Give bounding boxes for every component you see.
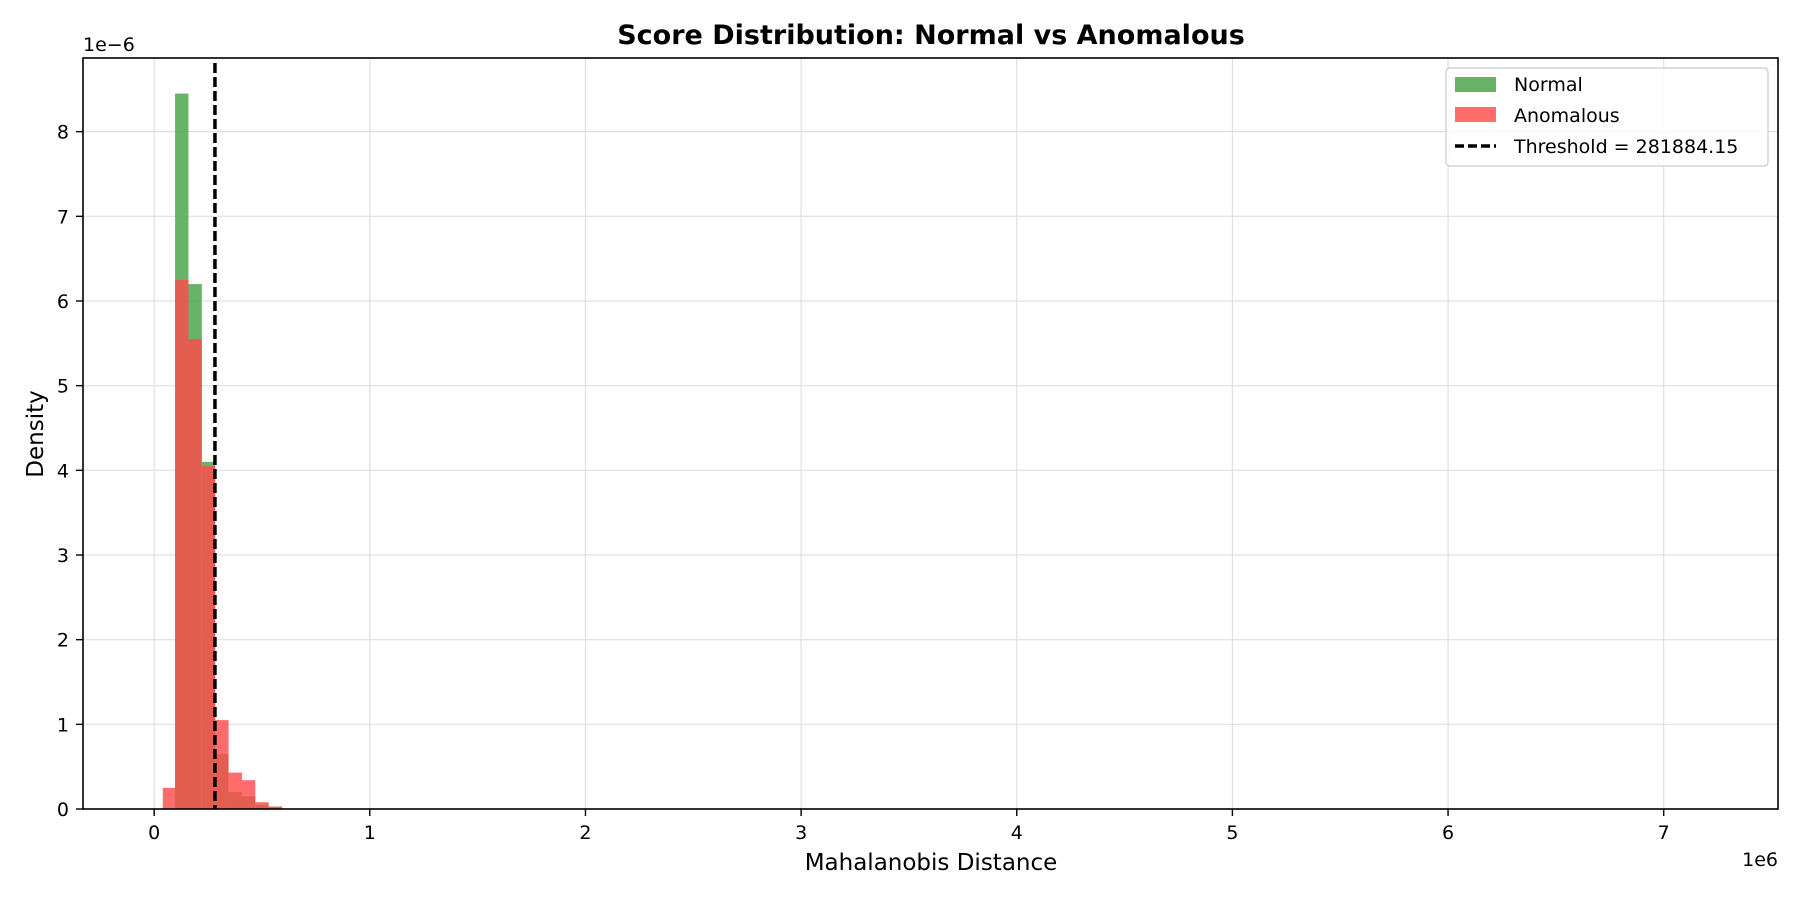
legend-label-anomalous: Anomalous bbox=[1514, 105, 1620, 127]
legend-label-threshold: Threshold = 281884.15 bbox=[1513, 136, 1738, 158]
y-tick-label: 3 bbox=[57, 545, 69, 567]
y-axis-title: Density bbox=[23, 390, 49, 477]
y-tick-label: 6 bbox=[57, 291, 69, 313]
bar-anomalous bbox=[268, 806, 283, 809]
x-tick-label: 6 bbox=[1442, 822, 1454, 844]
legend-swatch-normal bbox=[1455, 77, 1496, 92]
legend-box bbox=[1445, 67, 1769, 167]
bar-anomalous bbox=[201, 466, 216, 809]
legend: Normal Anomalous Threshold = 281884.15 bbox=[1445, 67, 1769, 167]
bar-anomalous bbox=[188, 339, 202, 809]
x-axis-scale-label: 1e6 bbox=[1742, 849, 1778, 871]
axes-layer: 0 1 2 3 4 5 6 7 0 1 2 3 4 5 6 7 8 bbox=[57, 122, 1670, 844]
y-tick-label: 2 bbox=[57, 630, 69, 652]
y-tick-label: 4 bbox=[57, 460, 69, 482]
y-tick-label: 7 bbox=[57, 206, 69, 228]
y-tick-label: 1 bbox=[57, 714, 69, 736]
legend-label-normal: Normal bbox=[1514, 74, 1583, 96]
x-tick-label: 4 bbox=[1011, 822, 1023, 844]
x-tick-label: 0 bbox=[148, 822, 160, 844]
x-tick-label: 3 bbox=[795, 822, 807, 844]
y-tick-label: 8 bbox=[57, 122, 69, 144]
x-tick-label: 7 bbox=[1658, 822, 1670, 844]
bar-anomalous bbox=[255, 802, 269, 809]
bar-anomalous bbox=[215, 720, 229, 809]
bar-anomalous bbox=[175, 279, 189, 810]
x-tick-label: 1 bbox=[364, 822, 376, 844]
plot-area-frame bbox=[82, 57, 1779, 810]
y-tick-label: 5 bbox=[57, 376, 69, 398]
legend-swatch-anomalous bbox=[1455, 107, 1496, 122]
bar-anomalous bbox=[162, 787, 177, 809]
y-tick-label: 0 bbox=[57, 799, 69, 821]
y-axis-scale-label: 1e−6 bbox=[83, 34, 135, 56]
x-axis-title: Mahalanobis Distance bbox=[805, 850, 1058, 876]
bar-anomalous bbox=[241, 780, 256, 809]
bar-anomalous bbox=[228, 772, 242, 809]
bars-layer bbox=[162, 93, 283, 810]
chart-title: Score Distribution: Normal vs Anomalous bbox=[617, 20, 1245, 51]
x-tick-label: 5 bbox=[1226, 822, 1238, 844]
x-tick-label: 2 bbox=[579, 822, 591, 844]
